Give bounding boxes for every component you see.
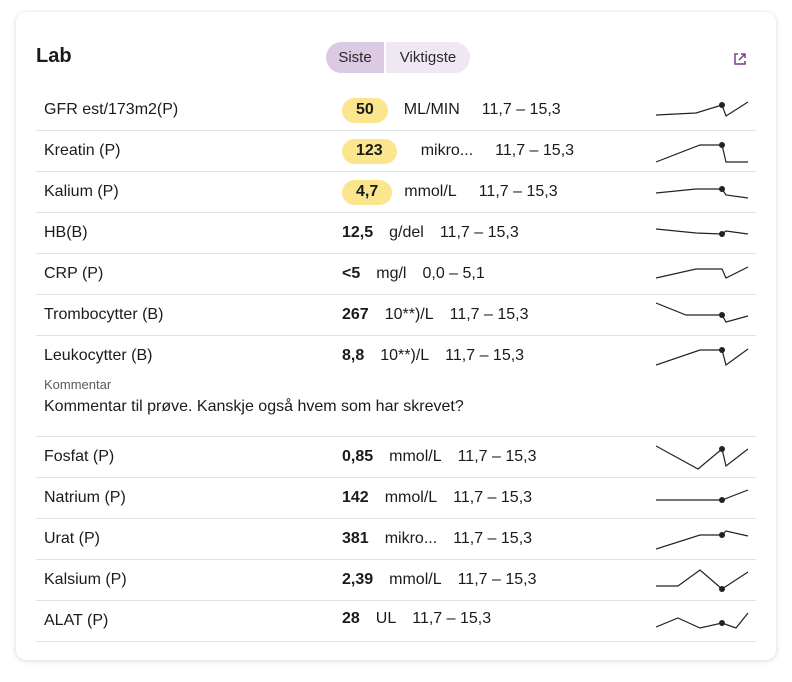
test-unit: mmol/L (389, 448, 442, 465)
lab-row-fosfat[interactable]: Fosfat (P) 0,85 mmol/L 11,7 – 15,3 (36, 437, 756, 478)
toggle-siste[interactable]: Siste (326, 42, 384, 73)
comment-text: Kommentar til prøve. Kanskje også hvem s… (44, 398, 464, 415)
test-values: 12,5 g/del 11,7 – 15,3 (342, 213, 519, 253)
test-name: Fosfat (P) (44, 448, 115, 465)
trend-sparkline (656, 347, 749, 366)
lab-card: Lab Siste Viktigste GFR est/173m2(P) 50 … (16, 12, 776, 660)
test-unit: UL (375, 610, 397, 627)
test-unit: mg/l (376, 265, 407, 282)
test-unit: g/del (389, 224, 424, 241)
trend-sparkline (656, 530, 749, 550)
test-values: 123 mikro... 11,7 – 15,3 (342, 131, 574, 171)
test-value: 0,85 (342, 448, 374, 465)
test-name: ALAT (P) (44, 612, 109, 629)
test-value: 2,39 (342, 571, 374, 588)
card-header: Lab Siste Viktigste (16, 12, 776, 92)
test-values: 2,39 mmol/L 11,7 – 15,3 (342, 560, 536, 600)
trend-sparkline (656, 101, 749, 117)
test-range: 11,7 – 15,3 (457, 571, 537, 588)
trend-sparkline (656, 612, 749, 629)
test-range: 11,7 – 15,3 (453, 489, 533, 506)
test-range: 11,7 – 15,3 (478, 183, 558, 200)
test-values: 267 10**)/L 11,7 – 15,3 (342, 295, 529, 335)
test-unit: ML/MIN (403, 101, 460, 118)
lab-comment: Kommentar Kommentar til prøve. Kanskje o… (36, 376, 756, 437)
test-values: 142 mmol/L 11,7 – 15,3 (342, 478, 532, 518)
trend-sparkline (656, 302, 749, 323)
test-range: 11,7 – 15,3 (481, 101, 561, 118)
test-name: HB(B) (44, 224, 88, 241)
lab-row-natrium[interactable]: Natrium (P) 142 mmol/L 11,7 – 15,3 (36, 478, 756, 519)
lab-row-crp[interactable]: CRP (P) <5 mg/l 0,0 – 5,1 (36, 254, 756, 295)
trend-sparkline (656, 266, 749, 279)
test-value: 8,8 (342, 347, 365, 364)
test-range: 11,7 – 15,3 (457, 448, 537, 465)
test-values: 381 mikro... 11,7 – 15,3 (342, 519, 532, 559)
card-title: Lab (36, 45, 72, 67)
test-unit: mmol/L (384, 489, 438, 506)
test-value: 12,5 (342, 224, 374, 241)
test-unit: 10**)/L (380, 347, 430, 364)
test-range: 11,7 – 15,3 (449, 306, 529, 323)
test-name: Kalium (P) (44, 183, 119, 200)
lab-row-gfr[interactable]: GFR est/173m2(P) 50 ML/MIN 11,7 – 15,3 (36, 90, 756, 131)
test-value: 123 (342, 138, 397, 164)
test-unit: mmol/L (404, 183, 457, 200)
comment-label: Kommentar (44, 377, 112, 392)
test-name: Kalsium (P) (44, 571, 127, 588)
test-range: 11,7 – 15,3 (439, 224, 519, 241)
test-value: 50 (342, 97, 388, 123)
toggle-viktigste[interactable]: Viktigste (386, 42, 470, 73)
lab-row-trombocytter[interactable]: Trombocytter (B) 267 10**)/L 11,7 – 15,3 (36, 295, 756, 336)
test-name: Urat (P) (44, 530, 100, 547)
lab-results-list: GFR est/173m2(P) 50 ML/MIN 11,7 – 15,3 K… (36, 90, 756, 642)
test-range: 11,7 – 15,3 (445, 347, 525, 364)
trend-sparkline (656, 228, 749, 237)
test-values: 8,8 10**)/L 11,7 – 15,3 (342, 336, 524, 376)
lab-row-kalsium[interactable]: Kalsium (P) 2,39 mmol/L 11,7 – 15,3 (36, 560, 756, 601)
test-value: 28 (342, 610, 360, 627)
test-values: 28 UL 11,7 – 15,3 (342, 599, 491, 639)
trend-sparkline (656, 142, 748, 163)
test-values: <5 mg/l 0,0 – 5,1 (342, 254, 485, 294)
trend-sparkline (656, 445, 749, 470)
external-link-icon[interactable] (732, 51, 748, 67)
lab-row-alat[interactable]: ALAT (P) 28 UL 11,7 – 15,3 (36, 601, 756, 642)
test-value: 267 (342, 306, 369, 323)
lab-row-leukocytter[interactable]: Leukocytter (B) 8,8 10**)/L 11,7 – 15,3 (36, 336, 756, 376)
test-values: 50 ML/MIN 11,7 – 15,3 (342, 90, 561, 130)
test-value: 381 (342, 530, 369, 547)
test-values: 0,85 mmol/L 11,7 – 15,3 (342, 437, 536, 477)
test-value: 142 (342, 489, 369, 506)
test-name: Natrium (P) (44, 489, 126, 506)
test-name: Trombocytter (B) (44, 306, 164, 323)
test-range: 0,0 – 5,1 (422, 265, 485, 282)
test-range: 11,7 – 15,3 (495, 142, 575, 159)
test-unit: mmol/L (389, 571, 442, 588)
lab-row-hb[interactable]: HB(B) 12,5 g/del 11,7 – 15,3 (36, 213, 756, 254)
test-range: 11,7 – 15,3 (453, 530, 533, 547)
trend-sparkline (656, 569, 749, 592)
trend-sparkline (656, 186, 749, 199)
trend-sparkline (656, 489, 749, 503)
test-value: <5 (342, 265, 361, 282)
view-toggle: Siste Viktigste (326, 42, 470, 73)
test-range: 11,7 – 15,3 (412, 610, 492, 627)
lab-row-urat[interactable]: Urat (P) 381 mikro... 11,7 – 15,3 (36, 519, 756, 560)
test-name: Kreatin (P) (44, 142, 121, 159)
test-unit: mikro... (420, 142, 474, 159)
test-name: CRP (P) (44, 265, 104, 282)
test-name: Leukocytter (B) (44, 347, 153, 364)
lab-row-kalium[interactable]: Kalium (P) 4,7 mmol/L 11,7 – 15,3 (36, 172, 756, 213)
lab-row-kreatin[interactable]: Kreatin (P) 123 mikro... 11,7 – 15,3 (36, 131, 756, 172)
test-value: 4,7 (342, 179, 393, 205)
test-unit: 10**)/L (384, 306, 434, 323)
test-name: GFR est/173m2(P) (44, 101, 179, 118)
test-unit: mikro... (384, 530, 438, 547)
test-values: 4,7 mmol/L 11,7 – 15,3 (342, 172, 558, 212)
